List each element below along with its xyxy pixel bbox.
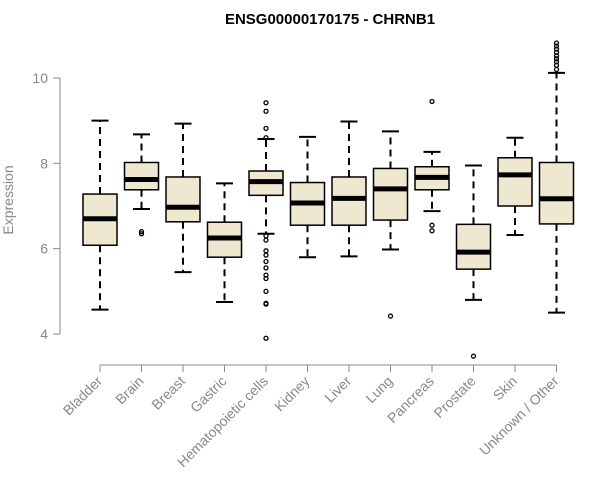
box-group (123, 133, 160, 237)
outlier-point (553, 56, 560, 62)
x-tick-label: Prostate (430, 373, 478, 421)
box-group (248, 100, 284, 341)
outlier-point (263, 100, 269, 106)
outlier-point (553, 62, 560, 68)
outlier-point (263, 335, 269, 341)
x-tick-label: Skin (490, 373, 521, 404)
outlier-point (470, 353, 477, 359)
box-iqr (331, 176, 367, 226)
y-tick-label: 10 (32, 70, 48, 86)
outlier-point (387, 313, 394, 319)
box-iqr (165, 176, 201, 223)
outlier-point (263, 237, 269, 243)
outlier-point (263, 135, 269, 141)
outlier-point (263, 275, 269, 282)
x-tick-label: Liver (321, 373, 354, 406)
outlier-point (263, 265, 269, 271)
y-tick-label: 8 (40, 155, 48, 171)
box-group (538, 40, 575, 314)
x-tick-label: Bladder (60, 373, 106, 419)
y-tick-label: 6 (40, 241, 48, 257)
box-iqr (497, 157, 533, 207)
outlier-point (138, 228, 145, 235)
outlier-point (429, 222, 435, 228)
box-series (82, 40, 575, 359)
box-group (331, 120, 367, 258)
box-iqr (455, 223, 492, 270)
box-group (497, 136, 533, 237)
box-iqr (372, 167, 409, 221)
x-tick-label: Kidney (271, 373, 313, 415)
outlier-point (263, 252, 269, 258)
outlier-point (263, 258, 269, 265)
outlier-point (263, 108, 269, 114)
y-axis-label: Expression (0, 165, 16, 234)
outlier-point (553, 40, 560, 46)
box-iqr (538, 161, 575, 225)
outlier-point (263, 301, 269, 307)
box-group (82, 119, 118, 311)
outlier-point (429, 228, 435, 234)
x-tick-label: Brain (112, 373, 146, 407)
outlier-point (263, 248, 269, 254)
box-group (455, 164, 492, 359)
outlier-point (553, 66, 560, 73)
outlier-point (553, 43, 560, 49)
box-group (289, 135, 326, 259)
outlier-point (553, 53, 560, 59)
y-tick-label: 4 (40, 326, 48, 342)
outlier-point (429, 98, 435, 105)
x-tick-label: Lung (362, 373, 395, 406)
outlier-point (263, 125, 269, 131)
box-group (206, 182, 243, 303)
outlier-point (263, 288, 269, 294)
outlier-point (138, 231, 145, 237)
box-group (414, 98, 450, 234)
box-group (372, 130, 409, 319)
x-tick-label: Breast (148, 373, 188, 413)
box-iqr (123, 161, 160, 191)
y-axis: 4 6 8 10 (32, 70, 61, 342)
x-tick-label: Unknown / Other (476, 373, 562, 459)
outlier-point (263, 233, 269, 239)
box-group (165, 122, 201, 274)
chart-title: ENSG00000170175 - CHRNB1 (225, 11, 435, 28)
